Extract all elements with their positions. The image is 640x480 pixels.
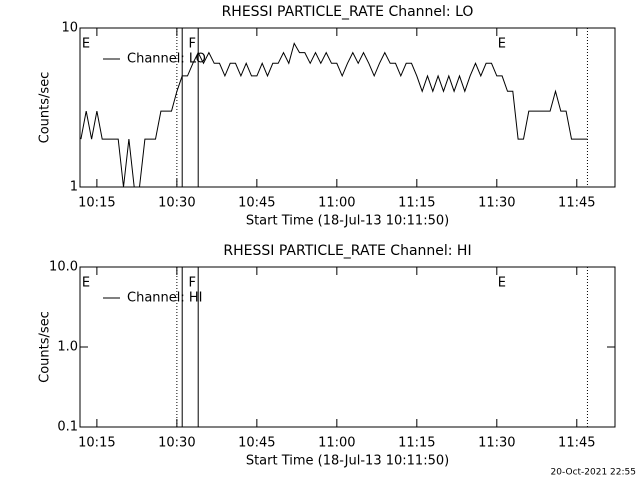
footer: 20-Oct-2021 22:55 xyxy=(551,468,636,478)
legend-label: Channel: HI xyxy=(127,291,203,306)
y-axis-label: Counts/sec xyxy=(38,72,53,144)
y-tick-label: 10 xyxy=(61,21,78,36)
x-tick-label: 10:30 xyxy=(158,436,195,451)
x-tick-label: 10:45 xyxy=(238,196,275,211)
legend-label: Channel: LO xyxy=(127,52,206,67)
x-tick-label: 11:45 xyxy=(558,196,595,211)
y-axis-label: Counts/sec xyxy=(38,311,53,383)
data-line xyxy=(80,42,588,188)
x-tick-label: 11:30 xyxy=(478,436,515,451)
flag-label: F xyxy=(189,37,196,52)
x-tick-label: 11:45 xyxy=(558,436,595,451)
flag-label: E xyxy=(82,37,90,52)
x-tick-label: 11:30 xyxy=(478,196,515,211)
flag-label: E xyxy=(82,276,90,291)
y-tick-label: 1 xyxy=(70,180,78,195)
chart-title: RHESSI PARTICLE_RATE Channel: HI xyxy=(223,243,471,259)
flag-label: E xyxy=(498,276,506,291)
chart-title: RHESSI PARTICLE_RATE Channel: LO xyxy=(222,4,474,20)
flag-label: E xyxy=(498,37,506,52)
x-axis-label: Start Time (18-Jul-13 10:11:50) xyxy=(246,214,449,229)
x-tick-label: 10:30 xyxy=(158,196,195,211)
x-tick-label: 11:00 xyxy=(318,436,355,451)
x-axis-label: Start Time (18-Jul-13 10:11:50) xyxy=(246,454,449,469)
x-tick-label: 11:15 xyxy=(398,436,435,451)
y-tick-label: 0.1 xyxy=(57,420,78,435)
y-tick-label: 10.0 xyxy=(49,260,78,275)
x-tick-label: 10:15 xyxy=(78,196,115,211)
x-tick-label: 11:00 xyxy=(318,196,355,211)
x-tick-label: 10:15 xyxy=(78,436,115,451)
flag-label: F xyxy=(189,276,196,291)
x-tick-label: 11:15 xyxy=(398,196,435,211)
y-tick-label: 1.0 xyxy=(57,340,78,355)
x-tick-label: 10:45 xyxy=(238,436,275,451)
plot-frame xyxy=(79,27,616,188)
